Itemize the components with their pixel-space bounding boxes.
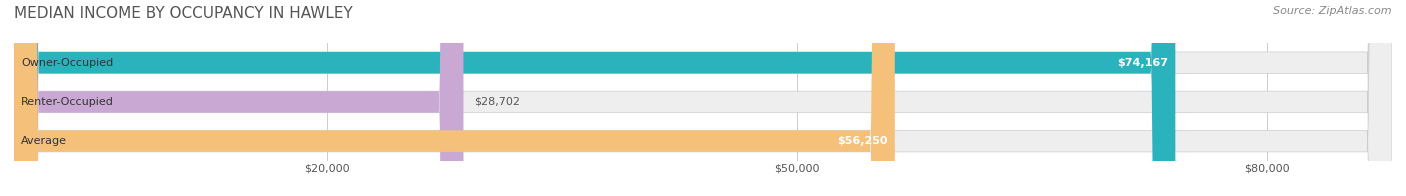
Text: Renter-Occupied: Renter-Occupied xyxy=(21,97,114,107)
FancyBboxPatch shape xyxy=(14,0,1175,196)
Text: Owner-Occupied: Owner-Occupied xyxy=(21,58,114,68)
FancyBboxPatch shape xyxy=(14,0,894,196)
Text: Average: Average xyxy=(21,136,67,146)
Text: $74,167: $74,167 xyxy=(1118,58,1168,68)
FancyBboxPatch shape xyxy=(14,0,1392,196)
FancyBboxPatch shape xyxy=(14,0,1392,196)
Text: Source: ZipAtlas.com: Source: ZipAtlas.com xyxy=(1274,6,1392,16)
FancyBboxPatch shape xyxy=(14,0,1392,196)
FancyBboxPatch shape xyxy=(14,0,464,196)
Text: MEDIAN INCOME BY OCCUPANCY IN HAWLEY: MEDIAN INCOME BY OCCUPANCY IN HAWLEY xyxy=(14,6,353,21)
Text: $56,250: $56,250 xyxy=(838,136,889,146)
Text: $28,702: $28,702 xyxy=(474,97,520,107)
